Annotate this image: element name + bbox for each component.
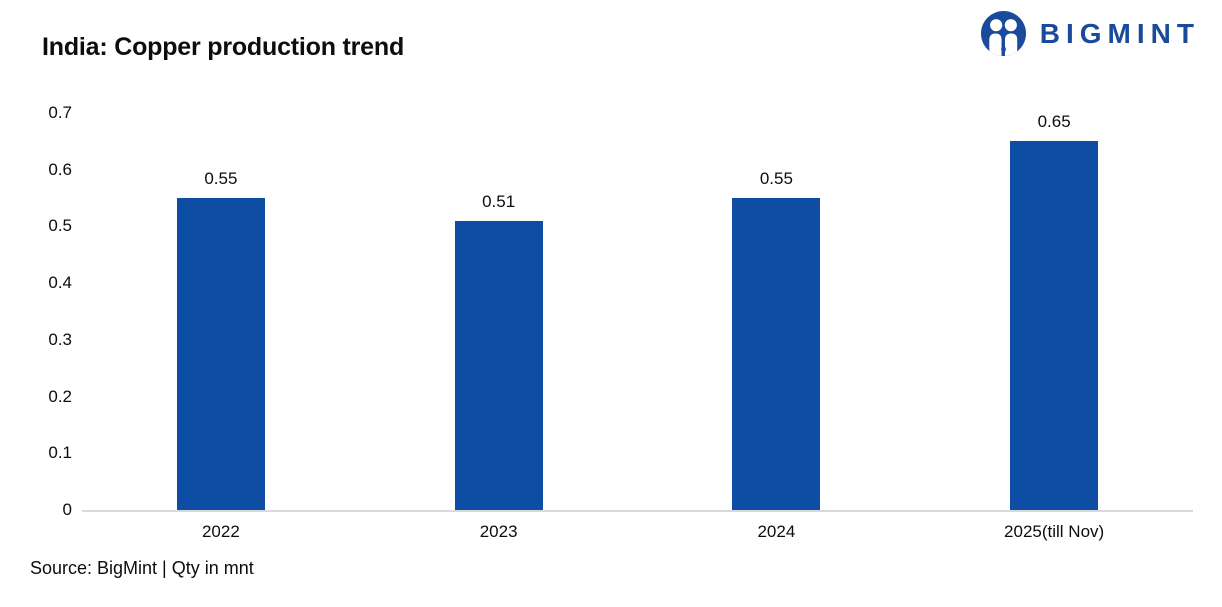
page-title: India: Copper production trend [42, 33, 405, 61]
y-axis-label: 0.5 [48, 216, 72, 236]
bigmint-logo: BIGMINT [980, 10, 1200, 57]
source-note: Source: BigMint | Qty in mnt [30, 558, 254, 578]
bar-2025(till Nov) [1010, 141, 1099, 510]
bigmint-people-icon [980, 10, 1026, 57]
y-axis-label: 0.3 [48, 329, 72, 349]
plot-area: 0.55 2022 0.51 2023 0.55 2024 0.65 2025(till No… [82, 112, 1193, 541]
x-axis-label: 2022 [201, 522, 240, 541]
bar-2022 [176, 198, 265, 510]
data-label: 0.55 [759, 169, 793, 189]
y-axis: 0 0.1 0.2 0.3 0.4 0.5 0.6 0.7 [30, 103, 72, 519]
y-axis-label: 0.2 [48, 386, 72, 406]
data-label: 0.65 [1037, 112, 1071, 132]
data-label: 0.51 [482, 191, 516, 211]
y-axis-label: 0.1 [48, 443, 72, 463]
y-axis-label: 0.6 [48, 159, 72, 179]
bar-2024 [732, 198, 821, 510]
y-axis-label: 0.7 [48, 103, 72, 122]
bigmint-logo-text: BIGMINT [1039, 17, 1200, 49]
x-axis-label: 2024 [757, 522, 796, 541]
y-axis-label: 0.4 [48, 273, 72, 293]
x-axis-label: 2023 [479, 522, 518, 541]
bar-2023 [454, 220, 543, 510]
data-label: 0.55 [204, 169, 238, 189]
y-axis-label: 0 [62, 500, 72, 519]
x-axis-label: 2025(till Nov) [1004, 522, 1105, 541]
